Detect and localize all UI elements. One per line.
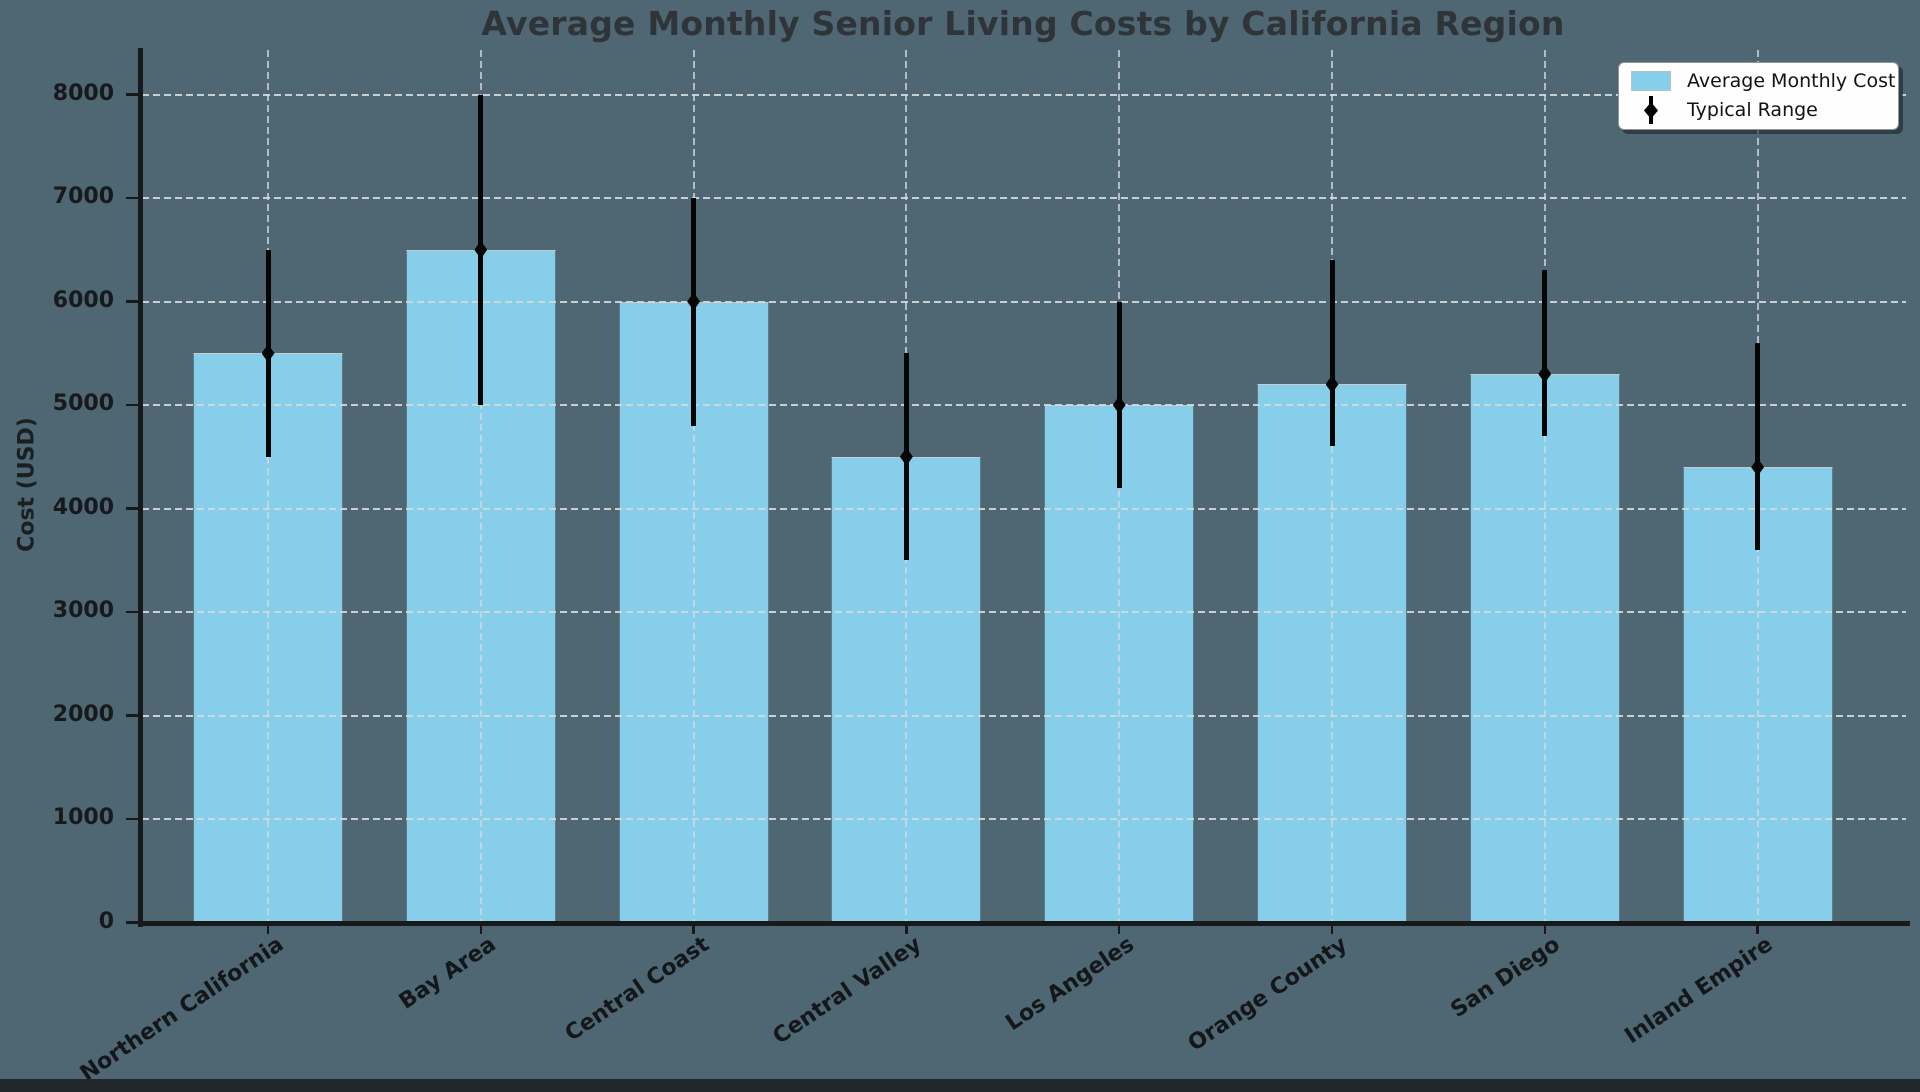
error-bar-orange-county [1329,260,1335,447]
y-tick-label-7000: 7000 [52,184,114,209]
mean-marker-orange-county [1325,375,1339,394]
h-gridline-5000 [142,404,1906,406]
h-gridline-7000 [142,197,1906,199]
x-tick-northern-california [266,925,270,934]
y-tick-7000 [126,196,138,200]
y-tick-label-3000: 3000 [52,598,114,623]
y-tick-2000 [126,714,138,717]
y-tick-1000 [126,817,138,821]
mean-marker-bay-area [474,240,488,259]
x-tick-label-orange-county: Orange County [1183,932,1352,1057]
mean-marker-los-angeles [1112,396,1126,414]
x-tick-label-northern-california: Northern California [75,932,288,1087]
legend-item-typical-range: Typical Range [1631,95,1886,125]
errorbar-icon [1631,95,1671,125]
x-tick-label-central-coast: Central Coast [560,932,714,1047]
mean-marker-central-coast [687,292,701,311]
h-gridline-3000 [142,611,1906,613]
legend-item-average-monthly-cost: Average Monthly Cost [1631,67,1895,95]
y-axis-label: Cost (USD) [14,417,40,552]
chart-title: Average Monthly Senior Living Costs by C… [481,4,1565,43]
mean-marker-inland-empire [1751,458,1765,477]
h-gridline-4000 [142,507,1906,510]
h-gridline-2000 [142,714,1906,717]
error-bar-central-coast [691,198,697,426]
x-tick-central-coast [692,925,695,934]
v-gridline-central-coast [692,50,695,921]
x-axis-line [138,921,1910,926]
x-tick-san-diego [1543,925,1547,934]
y-tick-6000 [126,300,138,303]
y-tick-label-6000: 6000 [52,287,114,313]
x-tick-central-valley [905,925,908,934]
y-tick-label-0: 0 [98,908,114,934]
error-bar-san-diego [1542,270,1548,437]
y-tick-label-5000: 5000 [52,391,114,416]
mean-marker-central-valley [899,447,913,466]
bar-swatch-icon [1631,71,1671,91]
v-gridline-orange-county [1331,50,1333,921]
x-tick-inland-empire [1756,925,1759,934]
x-tick-los-angeles [1117,925,1121,934]
x-tick-label-inland-empire: Inland Empire [1620,932,1778,1050]
legend: Average Monthly Cost Typical Range [1618,62,1899,130]
diamond-marker-icon [1644,102,1658,119]
mean-marker-san-diego [1538,364,1552,383]
legend-label: Average Monthly Cost [1687,70,1896,92]
mean-marker-northern-california [261,344,275,363]
x-tick-bay-area [479,925,483,934]
legend-label: Typical Range [1687,99,1818,121]
h-gridline-1000 [142,818,1906,820]
y-axis-line [138,48,143,927]
y-tick-label-4000: 4000 [52,494,114,520]
y-tick-3000 [126,610,138,614]
h-gridline-8000 [142,93,1906,96]
y-tick-0 [126,921,138,924]
v-gridline-bay-area [479,50,482,921]
x-tick-label-los-angeles: Los Angeles [1001,932,1140,1036]
y-tick-label-8000: 8000 [52,80,114,106]
x-tick-orange-county [1330,925,1334,934]
y-tick-8000 [126,93,138,96]
y-tick-label-2000: 2000 [52,701,114,727]
x-tick-label-san-diego: San Diego [1446,932,1565,1023]
h-gridline-6000 [142,300,1906,303]
x-tick-label-bay-area: Bay Area [395,932,501,1015]
error-bar-los-angeles [1116,301,1122,488]
error-bar-inland-empire [1755,342,1761,550]
bottom-strip [0,1079,1920,1092]
v-gridline-northern-california [267,50,269,921]
y-tick-5000 [126,403,138,407]
v-gridline-san-diego [1543,50,1546,921]
x-tick-label-central-valley: Central Valley [768,932,927,1050]
y-tick-4000 [126,507,138,510]
y-tick-label-1000: 1000 [52,805,114,830]
